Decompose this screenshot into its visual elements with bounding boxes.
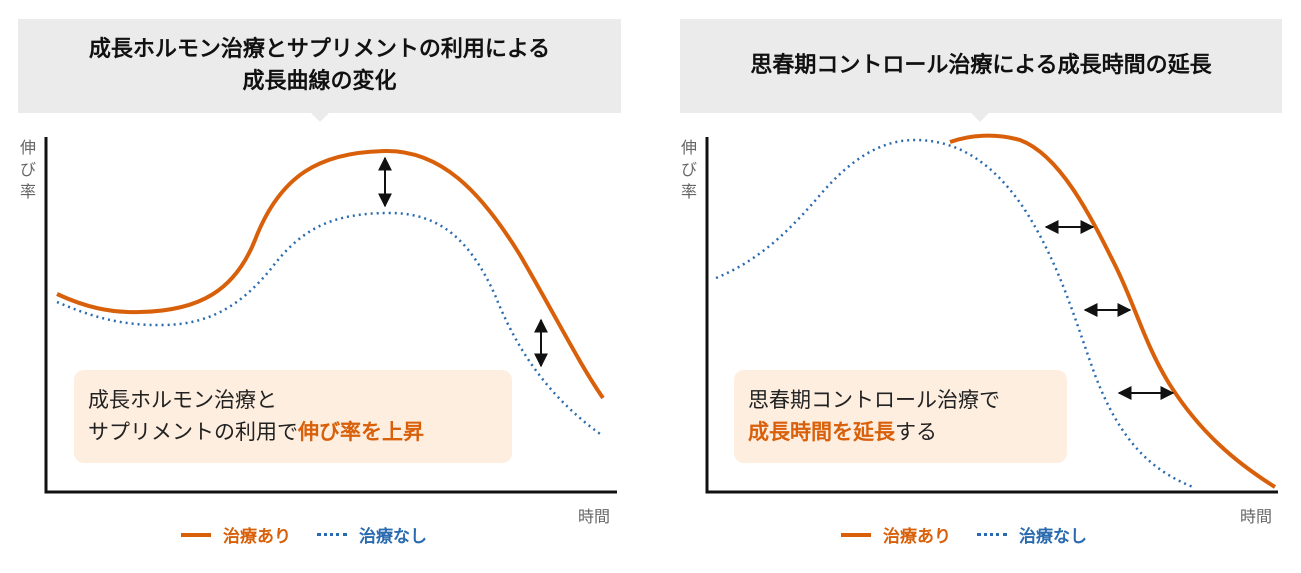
left-callout: 成長ホルモン治療と サプリメントの利用で伸び率を上昇	[74, 370, 512, 463]
legend-treated: 治療あり	[223, 527, 291, 547]
left-callout-highlight: 伸び率を上昇	[298, 420, 424, 444]
right-callout: 思春期コントロール治療で 成長時間を延長する	[734, 370, 1067, 463]
legend-untreated: 治療なし	[359, 527, 427, 547]
left-y-axis-label: 伸び率	[19, 138, 36, 201]
left-title-line1: 成長ホルモン治療とサプリメントの利用による	[88, 37, 551, 62]
right-callout-highlight: 成長時間を延長	[748, 420, 895, 444]
left-axes	[44, 137, 617, 494]
right-callout-line1: 思春期コントロール治療で	[748, 388, 1000, 412]
right-legend: 治療あり 治療なし	[841, 522, 1087, 547]
right-axes	[705, 137, 1278, 494]
legend-untreated: 治療なし	[1019, 527, 1087, 547]
solid-line-swatch	[181, 532, 211, 537]
left-title-banner: 成長ホルモン治療とサプリメントの利用による 成長曲線の変化	[18, 19, 621, 122]
legend-treated: 治療あり	[883, 527, 951, 547]
left-title-line2: 成長曲線の変化	[242, 69, 397, 94]
left-x-axis-label: 時間	[578, 507, 611, 526]
left-callout-line2: サプリメントの利用で	[88, 420, 298, 444]
right-title-banner: 思春期コントロール治療による成長時間の延長	[680, 19, 1282, 122]
right-callout-line2: する	[895, 420, 937, 444]
dotted-line-swatch	[977, 533, 1007, 536]
dotted-line-swatch	[317, 533, 347, 536]
left-treated-curve	[56, 148, 605, 400]
left-legend: 治療あり 治療なし	[181, 522, 427, 547]
right-y-axis-label: 伸び率	[680, 138, 697, 201]
solid-line-swatch	[841, 532, 871, 537]
left-callout-line1: 成長ホルモン治療と	[88, 388, 277, 412]
right-title: 思春期コントロール治療による成長時間の延長	[750, 53, 1212, 78]
right-x-axis-label: 時間	[1240, 507, 1273, 526]
right-treated-curve	[949, 133, 1277, 489]
